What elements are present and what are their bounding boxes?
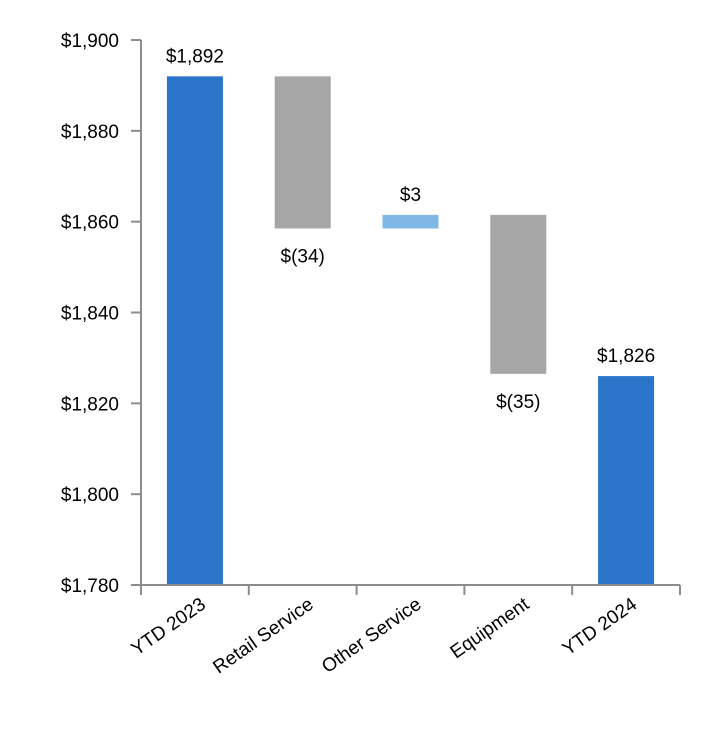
bar-equipment (490, 214, 547, 374)
bar-retail-service (274, 76, 331, 229)
y-tick-label: $1,820 (61, 394, 119, 415)
x-category-label: Equipment (447, 593, 534, 663)
x-category-label: YTD 2024 (559, 594, 641, 661)
x-category-label: Retail Service (210, 594, 318, 678)
bars-group (166, 76, 655, 585)
x-category-label: Other Service (318, 594, 425, 678)
y-tick-label: $1,860 (61, 213, 119, 234)
x-axis: YTD 2023 Retail Service Other Service Equip… (128, 584, 681, 678)
x-category-label: YTD 2023 (128, 594, 210, 660)
y-tick-label: $1,780 (61, 576, 119, 597)
bar-other-service (382, 214, 439, 229)
bar-ytd-2023 (166, 76, 223, 585)
y-tick-label: $1,880 (61, 122, 119, 143)
y-tick-label: $1,840 (61, 304, 119, 325)
data-label: $3 (400, 185, 421, 206)
y-tick-label: $1,800 (61, 485, 119, 506)
data-label: $(35) (496, 392, 540, 413)
bar-ytd-2024 (598, 376, 655, 585)
data-label: $(34) (281, 246, 325, 267)
data-labels-group: $1,892 $(34) $3 $(35) $1,826 (166, 46, 655, 412)
y-axis: $1,780 $1,800 $1,820 $1,840 $1,860 $1,880 $1,9… (61, 31, 142, 597)
data-label: $1,826 (597, 346, 655, 367)
data-label: $1,892 (166, 46, 224, 67)
y-tick-label: $1,900 (61, 31, 119, 52)
